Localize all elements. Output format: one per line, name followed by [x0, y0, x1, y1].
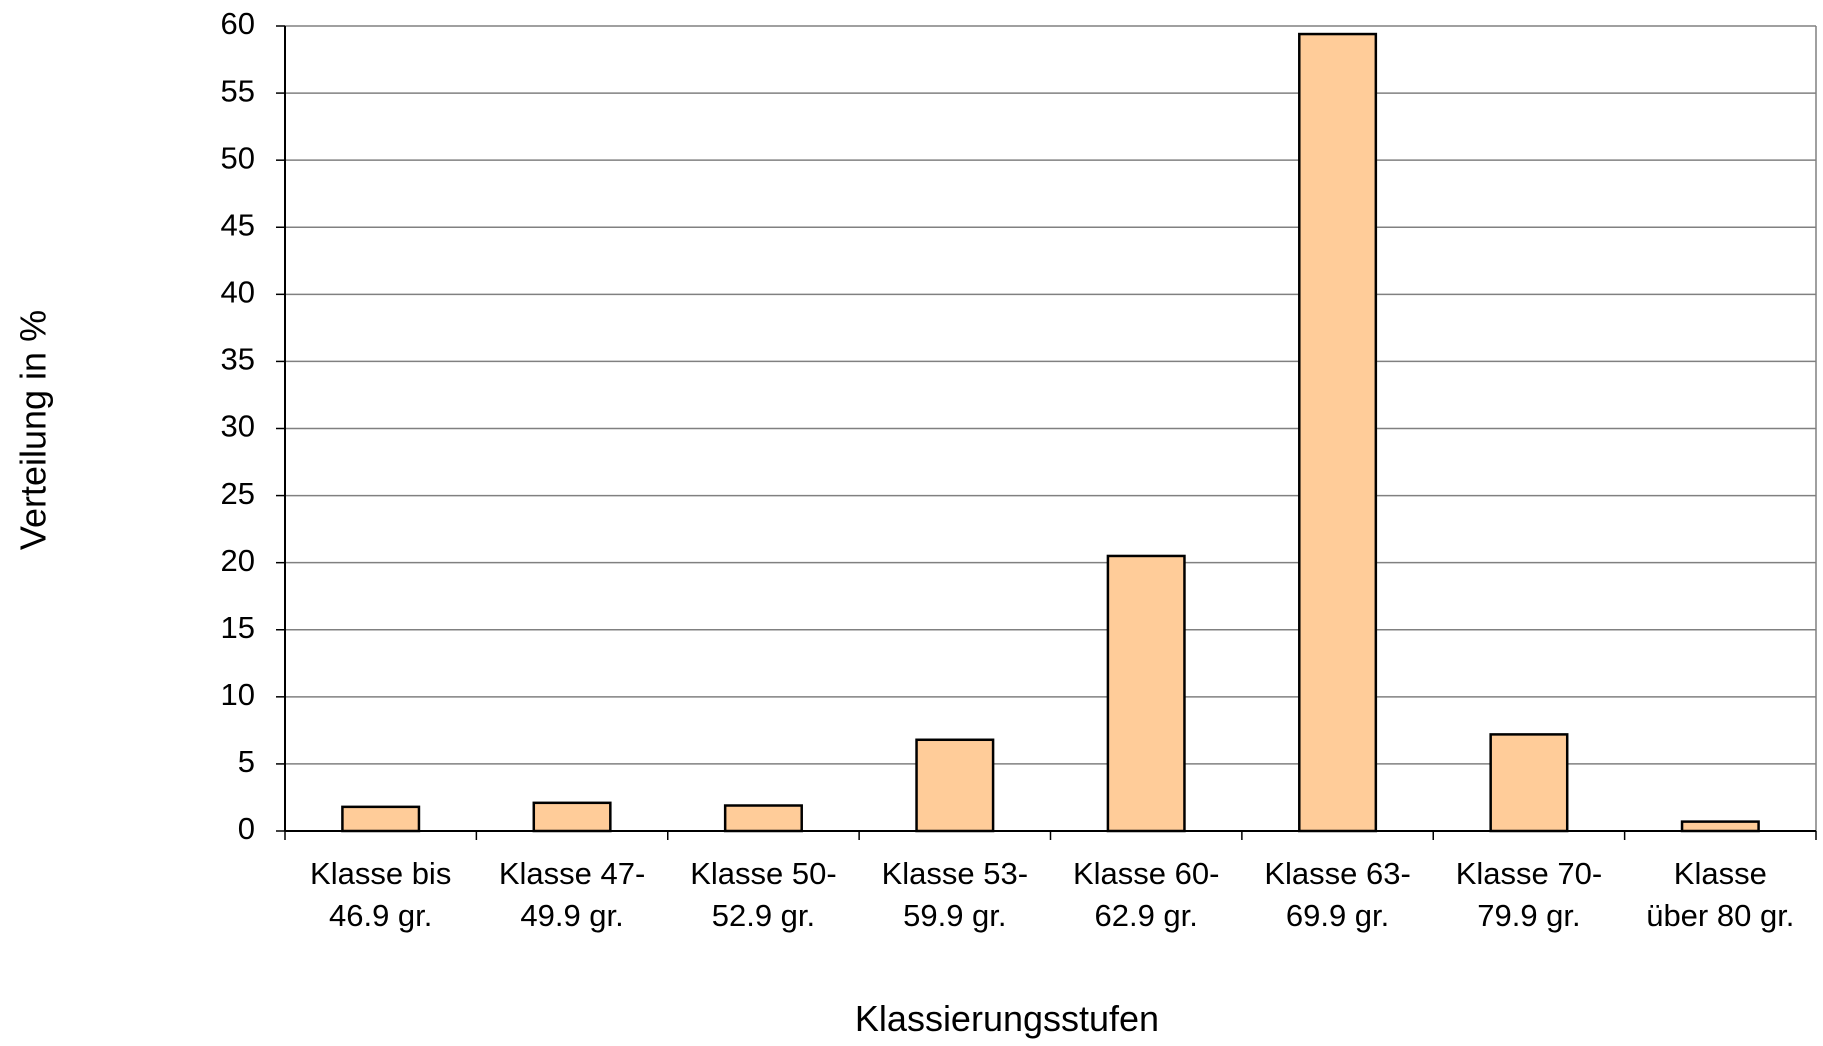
- bar: [1298, 32, 1378, 833]
- y-tick-label: 25: [221, 476, 255, 511]
- y-tick-label: 60: [221, 6, 255, 41]
- y-tick-label: 55: [221, 73, 255, 108]
- y-tick-label: 20: [221, 543, 255, 578]
- bar: [1680, 820, 1760, 833]
- y-tick-label: 30: [221, 409, 255, 444]
- bar: [1489, 733, 1569, 833]
- bar: [1106, 554, 1186, 833]
- x-tick-label: Klasse 70- 79.9 gr.: [1455, 856, 1603, 933]
- y-tick-label: 50: [221, 140, 255, 175]
- y-tick-label: 5: [238, 744, 255, 779]
- y-tick-label: 15: [221, 610, 255, 645]
- y-tick-label: 35: [221, 342, 255, 377]
- y-tick-label: 10: [221, 677, 255, 712]
- y-axis-title: Verteilung in %: [13, 310, 54, 550]
- x-tick-label: Klasse über 80 gr.: [1646, 856, 1795, 933]
- bar: [532, 801, 612, 833]
- x-tick-label: Klasse 53- 59.9 gr.: [881, 856, 1029, 933]
- bar: [915, 738, 995, 833]
- x-tick-label: Klasse 50- 52.9 gr.: [690, 856, 837, 933]
- x-tick-label: Klasse 47- 49.9 gr.: [498, 856, 646, 933]
- y-tick-label: 0: [238, 811, 255, 846]
- y-tick-label: 45: [221, 207, 255, 242]
- bar: [341, 805, 421, 833]
- bar: [723, 804, 803, 833]
- x-tick-label: Klasse 63- 69.9 gr.: [1264, 856, 1411, 933]
- x-tick-label: Klasse 60- 62.9 gr.: [1072, 856, 1220, 933]
- y-tick-label: 40: [221, 275, 255, 310]
- x-axis-title: Klassierungsstufen: [854, 998, 1160, 1039]
- x-tick-label: Klasse bis 46.9 gr.: [310, 856, 452, 933]
